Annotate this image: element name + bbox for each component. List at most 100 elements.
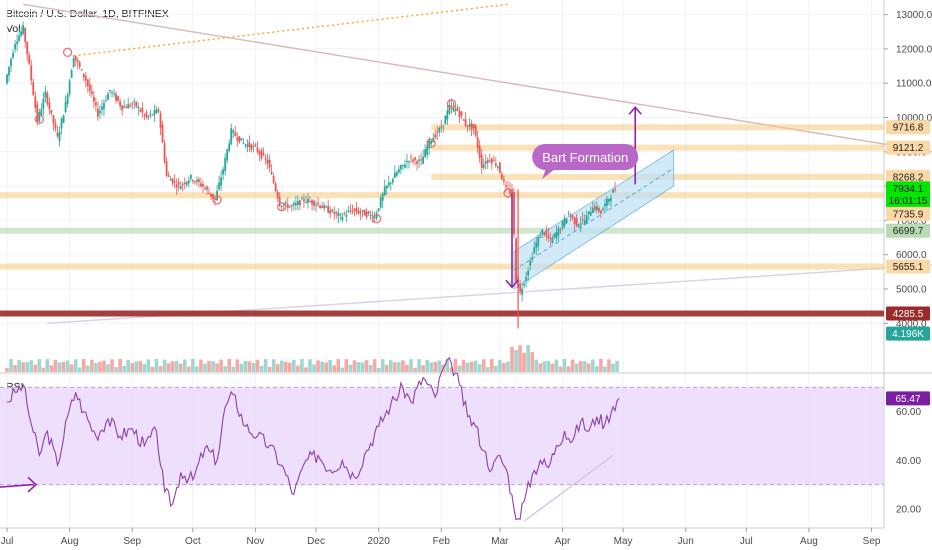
- candle-body: [44, 91, 47, 98]
- candle-body: [92, 96, 95, 102]
- candle-body: [319, 205, 321, 208]
- candle-body: [272, 176, 275, 184]
- price-tick-label: 11000.0: [896, 79, 932, 90]
- price-tag-label: 9716.8: [893, 123, 924, 134]
- candle-body: [325, 206, 328, 208]
- candle-body: [262, 153, 265, 155]
- candle-body: [54, 123, 57, 129]
- candle-body: [121, 105, 124, 111]
- candle-body: [315, 204, 317, 206]
- volume-bar: [542, 361, 547, 372]
- candle-body: [561, 221, 564, 229]
- candle-body: [163, 143, 166, 162]
- candle-body: [361, 210, 364, 212]
- time-tick-label: Sep: [123, 536, 141, 547]
- candle-body: [8, 66, 10, 76]
- volume-bar: [61, 361, 66, 372]
- candle-body: [567, 213, 570, 215]
- price-tag-label: 6699.7: [893, 226, 924, 237]
- candle-body: [379, 197, 382, 208]
- volume-bar: [21, 362, 25, 372]
- candle-body: [222, 169, 225, 175]
- candle-body: [426, 146, 429, 155]
- candle-body: [206, 186, 208, 190]
- candle-body: [60, 118, 63, 129]
- volume-bar: [526, 345, 530, 372]
- volume-bar: [235, 359, 240, 372]
- candle-body: [472, 123, 475, 129]
- volume-bar: [90, 359, 94, 372]
- candle-body: [276, 191, 279, 199]
- volume-bar: [267, 367, 272, 372]
- candle-body: [109, 89, 111, 92]
- candle-body: [337, 213, 340, 217]
- volume-bar: [130, 363, 135, 372]
- volume-bar: [300, 359, 304, 372]
- candle-body: [268, 160, 271, 168]
- price-tag-label: 8268.2: [893, 172, 924, 183]
- time-tick-label: 2020: [368, 536, 391, 547]
- volume-bar: [603, 366, 607, 372]
- candle-body: [420, 159, 422, 161]
- price-tag-label: 5655.1: [893, 262, 924, 273]
- candle-body: [185, 181, 188, 185]
- candle-body: [343, 213, 346, 215]
- volume-bar: [195, 366, 199, 372]
- candle-body: [462, 119, 465, 121]
- candle-body: [30, 65, 33, 81]
- volume-bar: [449, 367, 454, 372]
- volume-bar: [166, 363, 171, 372]
- volume-bar: [102, 360, 106, 372]
- volume-bar: [469, 361, 474, 372]
- candle-body: [224, 157, 227, 171]
- candle-body: [137, 106, 140, 109]
- volume-bar: [207, 361, 211, 372]
- candle-body: [474, 125, 477, 136]
- volume-bar: [263, 359, 268, 372]
- candle-body: [58, 131, 61, 142]
- volume-bar: [283, 361, 288, 372]
- level-touch-marker: [34, 114, 44, 124]
- candle-body: [327, 206, 330, 213]
- candle-body: [513, 191, 515, 235]
- candle-body: [503, 179, 505, 182]
- time-tick-label: May: [614, 536, 633, 547]
- level-line-0: [431, 124, 884, 131]
- volume-bar: [178, 363, 183, 372]
- candle-body: [543, 233, 546, 235]
- candle-body: [381, 193, 384, 201]
- level-line-4: [0, 227, 884, 234]
- candle-body: [195, 179, 198, 182]
- candle-body: [189, 174, 192, 179]
- candle-body: [167, 175, 170, 177]
- candle-body: [597, 207, 600, 212]
- candle-body: [107, 93, 109, 100]
- rsi-value-tag-label: 65.47: [895, 394, 920, 405]
- candle-body: [375, 213, 378, 219]
- candle-body: [591, 208, 594, 214]
- price-tick-label: 12000.0: [896, 44, 932, 55]
- volume-bar: [170, 361, 175, 372]
- candle-body: [527, 270, 530, 276]
- volume-bar: [150, 366, 155, 372]
- volume-bar: [316, 360, 320, 372]
- candle-body: [198, 179, 200, 183]
- candle-body: [395, 172, 398, 176]
- volume-bar: [191, 359, 195, 372]
- volume-bar: [94, 362, 98, 372]
- volume-bar: [336, 359, 341, 372]
- candle-body: [505, 185, 507, 187]
- volume-bar: [550, 363, 555, 372]
- rsi-trendline: [523, 454, 614, 522]
- time-tick-label: Apr: [555, 536, 571, 547]
- candle-body: [428, 138, 431, 149]
- candle-body: [602, 208, 604, 211]
- rsi-arrow: [0, 483, 35, 488]
- volume-bar: [146, 359, 151, 372]
- level-touch-marker: [62, 47, 73, 57]
- candle-body: [155, 109, 158, 114]
- candle-body: [608, 199, 610, 203]
- candle-body: [303, 199, 305, 202]
- volume-bar: [122, 365, 126, 372]
